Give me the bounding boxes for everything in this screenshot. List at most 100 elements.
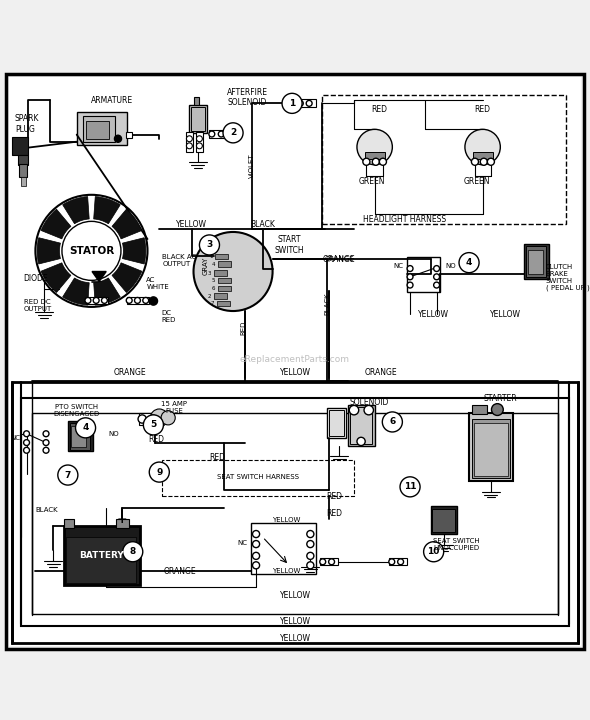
Circle shape <box>209 131 215 137</box>
Text: SEAT SWITCH HARNESS: SEAT SWITCH HARNESS <box>217 474 299 480</box>
FancyBboxPatch shape <box>214 270 227 276</box>
Circle shape <box>306 100 312 107</box>
Text: SPARK
PLUG: SPARK PLUG <box>15 114 40 134</box>
FancyBboxPatch shape <box>70 423 90 450</box>
Circle shape <box>307 552 314 559</box>
Wedge shape <box>123 238 146 264</box>
Wedge shape <box>63 197 89 224</box>
Wedge shape <box>41 210 71 239</box>
Text: YELLOW: YELLOW <box>418 310 449 319</box>
Circle shape <box>149 297 158 305</box>
Circle shape <box>253 541 260 548</box>
Text: NC: NC <box>394 263 404 269</box>
Text: 11: 11 <box>404 482 417 491</box>
Wedge shape <box>112 210 142 239</box>
Text: 2: 2 <box>230 128 236 138</box>
Text: YELLOW: YELLOW <box>490 310 521 319</box>
Circle shape <box>465 130 500 165</box>
Circle shape <box>364 405 373 415</box>
FancyBboxPatch shape <box>217 301 230 306</box>
Wedge shape <box>112 263 142 292</box>
Circle shape <box>76 418 96 438</box>
FancyBboxPatch shape <box>218 286 231 291</box>
Text: ORANGE: ORANGE <box>324 256 354 261</box>
Text: GREEN: GREEN <box>359 176 385 186</box>
Circle shape <box>407 274 413 280</box>
Wedge shape <box>37 238 60 264</box>
FancyBboxPatch shape <box>431 505 457 534</box>
FancyBboxPatch shape <box>139 413 156 425</box>
Text: NC: NC <box>238 540 248 546</box>
Text: YELLOW: YELLOW <box>280 634 310 643</box>
Text: 8: 8 <box>130 547 136 557</box>
Circle shape <box>161 410 175 425</box>
Circle shape <box>307 541 314 548</box>
Circle shape <box>487 158 494 166</box>
Text: DC
RED: DC RED <box>161 310 175 323</box>
Circle shape <box>491 404 503 415</box>
Text: PTO SWITCH
DISENGAGED: PTO SWITCH DISENGAGED <box>54 404 100 417</box>
Circle shape <box>218 131 224 137</box>
Text: RED: RED <box>240 320 246 335</box>
Circle shape <box>307 562 314 569</box>
Circle shape <box>35 195 148 307</box>
FancyBboxPatch shape <box>329 410 344 436</box>
Text: BATTERY: BATTERY <box>79 552 124 560</box>
Circle shape <box>101 297 107 303</box>
FancyBboxPatch shape <box>71 426 86 447</box>
Text: RED: RED <box>148 435 165 444</box>
FancyBboxPatch shape <box>68 420 93 451</box>
FancyBboxPatch shape <box>191 107 205 131</box>
Text: SOLENOID: SOLENOID <box>349 398 388 407</box>
Circle shape <box>357 437 365 446</box>
Circle shape <box>24 440 30 446</box>
Circle shape <box>196 143 202 149</box>
FancyBboxPatch shape <box>186 132 193 152</box>
FancyBboxPatch shape <box>472 419 510 478</box>
FancyBboxPatch shape <box>116 519 129 528</box>
Text: CLUTCH
BRAKE
SWITCH
( PEDAL UP ): CLUTCH BRAKE SWITCH ( PEDAL UP ) <box>546 264 589 291</box>
Text: YELLOW: YELLOW <box>280 369 310 377</box>
Text: 5: 5 <box>150 420 156 429</box>
Circle shape <box>253 552 260 559</box>
Text: 7: 7 <box>211 302 214 307</box>
Circle shape <box>24 447 30 453</box>
FancyBboxPatch shape <box>189 104 206 133</box>
FancyBboxPatch shape <box>127 297 149 304</box>
Text: +: + <box>117 513 127 526</box>
Circle shape <box>382 412 402 432</box>
Text: STARTER: STARTER <box>484 394 517 403</box>
Circle shape <box>143 297 149 303</box>
Text: NO: NO <box>445 263 456 269</box>
Text: RED DC
OUTPUT: RED DC OUTPUT <box>24 299 52 312</box>
Circle shape <box>62 221 121 280</box>
Text: START
SWITCH: START SWITCH <box>274 235 304 255</box>
Text: 9: 9 <box>156 467 162 477</box>
Circle shape <box>282 94 302 113</box>
Circle shape <box>123 541 143 562</box>
Circle shape <box>297 100 303 107</box>
Wedge shape <box>94 197 120 224</box>
FancyBboxPatch shape <box>472 405 487 414</box>
Text: 15 AMP
FUSE: 15 AMP FUSE <box>161 401 187 414</box>
Circle shape <box>357 130 392 165</box>
Text: 4: 4 <box>212 262 215 267</box>
Circle shape <box>186 136 192 142</box>
FancyBboxPatch shape <box>64 519 74 528</box>
Text: ORANGE: ORANGE <box>163 567 196 576</box>
Circle shape <box>135 297 140 303</box>
FancyBboxPatch shape <box>215 253 228 259</box>
Text: RED: RED <box>326 492 343 501</box>
Text: 4: 4 <box>83 423 88 432</box>
Circle shape <box>389 559 395 564</box>
FancyBboxPatch shape <box>474 423 508 476</box>
FancyBboxPatch shape <box>327 408 346 438</box>
Circle shape <box>114 135 122 143</box>
Text: 1: 1 <box>209 254 212 259</box>
Circle shape <box>149 462 169 482</box>
FancyBboxPatch shape <box>77 112 127 145</box>
Circle shape <box>199 235 219 255</box>
FancyBboxPatch shape <box>9 77 581 646</box>
Text: GREEN: GREEN <box>464 176 490 186</box>
Circle shape <box>307 531 314 538</box>
